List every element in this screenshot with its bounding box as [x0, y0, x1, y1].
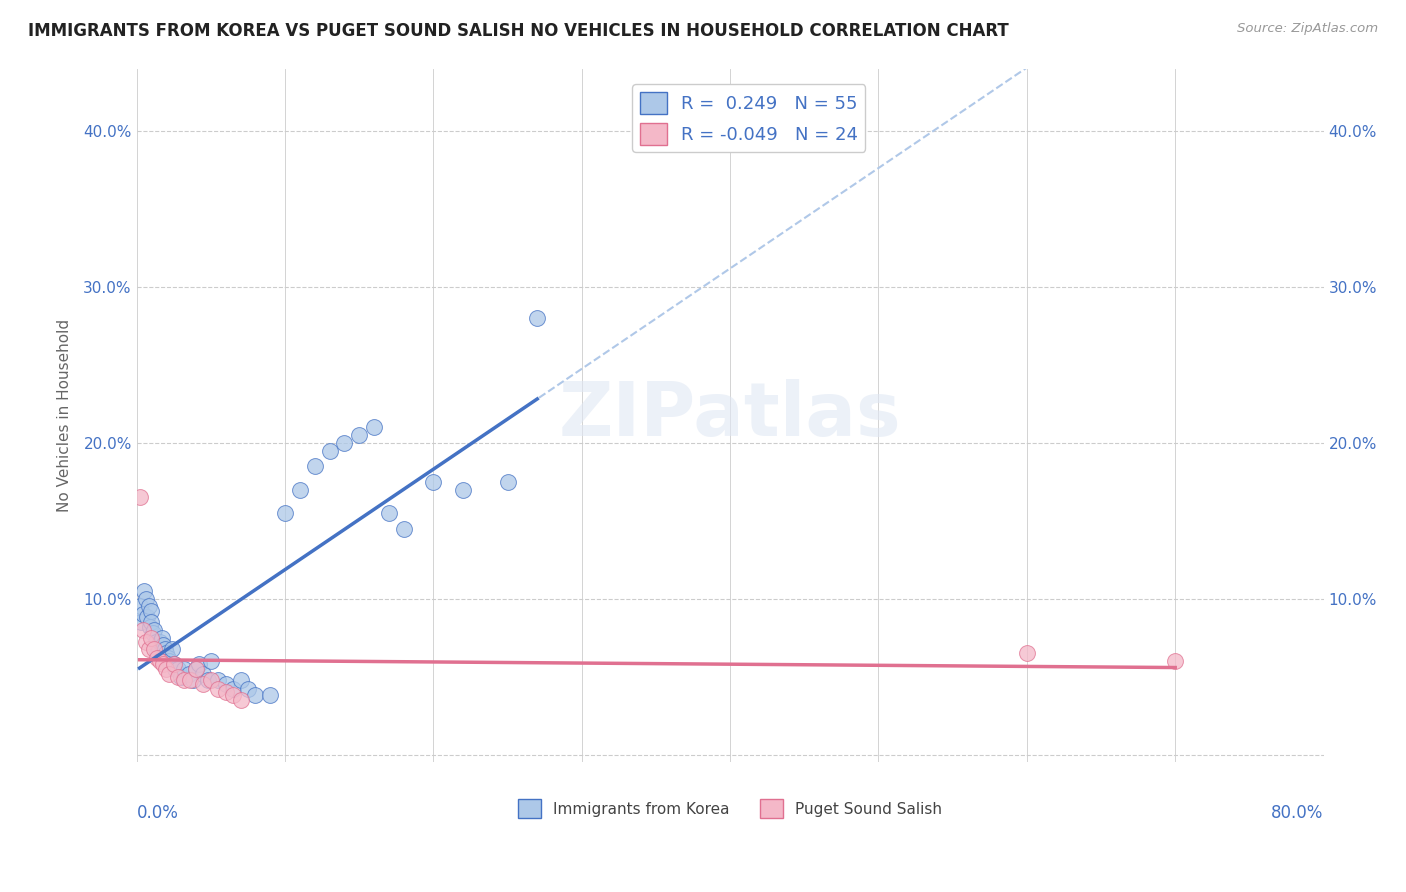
Point — [156, 651, 179, 665]
Point — [149, 635, 172, 649]
Point — [155, 646, 177, 660]
Point — [141, 604, 163, 618]
Point — [451, 483, 474, 497]
Point — [135, 635, 157, 649]
Point — [129, 615, 152, 629]
Point — [131, 623, 153, 637]
Point — [149, 654, 172, 668]
Point — [207, 673, 229, 687]
Point — [152, 657, 174, 672]
Point — [157, 666, 180, 681]
Point — [215, 677, 238, 691]
Point — [236, 682, 259, 697]
Point — [128, 599, 150, 614]
Point — [245, 689, 267, 703]
Point — [153, 641, 176, 656]
Text: ZIPatlas: ZIPatlas — [558, 379, 901, 452]
Point — [207, 682, 229, 697]
Point — [318, 443, 340, 458]
Point — [128, 491, 150, 505]
Point — [177, 666, 200, 681]
Point — [138, 641, 160, 656]
Point — [141, 615, 163, 629]
Text: Source: ZipAtlas.com: Source: ZipAtlas.com — [1237, 22, 1378, 36]
Point — [163, 657, 186, 672]
Point — [167, 670, 190, 684]
Point — [229, 693, 252, 707]
Point — [193, 677, 215, 691]
Point — [184, 662, 207, 676]
Point — [136, 610, 159, 624]
Point — [142, 626, 165, 640]
Point — [229, 673, 252, 687]
Text: 0.0%: 0.0% — [136, 804, 179, 822]
Point — [155, 662, 177, 676]
Y-axis label: No Vehicles in Household: No Vehicles in Household — [58, 319, 72, 512]
Text: 80.0%: 80.0% — [1271, 804, 1323, 822]
Point — [222, 682, 245, 697]
Point — [173, 673, 195, 687]
Point — [146, 646, 169, 660]
Point — [392, 522, 415, 536]
Point — [496, 475, 519, 489]
Point — [222, 689, 245, 703]
Point — [148, 641, 170, 656]
Point — [143, 641, 166, 656]
Point — [181, 673, 204, 687]
Point — [259, 689, 281, 703]
Point — [138, 599, 160, 614]
Point — [1164, 654, 1187, 668]
Point — [363, 420, 385, 434]
Point — [184, 662, 207, 676]
Point — [150, 631, 173, 645]
Point — [145, 635, 167, 649]
Point — [152, 639, 174, 653]
Point — [132, 583, 155, 598]
Point — [200, 654, 222, 668]
Text: IMMIGRANTS FROM KOREA VS PUGET SOUND SALISH NO VEHICLES IN HOUSEHOLD CORRELATION: IMMIGRANTS FROM KOREA VS PUGET SOUND SAL… — [28, 22, 1010, 40]
Point — [347, 428, 370, 442]
Point — [170, 670, 193, 684]
Point — [146, 651, 169, 665]
Point — [304, 459, 326, 474]
Point — [333, 435, 356, 450]
Point — [163, 657, 186, 672]
Point — [200, 673, 222, 687]
Point — [378, 506, 401, 520]
Point — [193, 666, 215, 681]
Point — [131, 607, 153, 622]
Point — [526, 311, 548, 326]
Point — [188, 657, 211, 672]
Point — [173, 662, 195, 676]
Point — [179, 673, 201, 687]
Point — [274, 506, 297, 520]
Point — [167, 662, 190, 676]
Point — [288, 483, 311, 497]
Point — [197, 673, 219, 687]
Point — [422, 475, 444, 489]
Point — [1015, 646, 1038, 660]
Point — [157, 654, 180, 668]
Legend: Immigrants from Korea, Puget Sound Salish: Immigrants from Korea, Puget Sound Salis… — [512, 793, 949, 824]
Point — [162, 641, 184, 656]
Point — [215, 685, 238, 699]
Point — [139, 620, 162, 634]
Point — [135, 591, 157, 606]
Point — [141, 631, 163, 645]
Point — [165, 662, 187, 676]
Point — [143, 623, 166, 637]
